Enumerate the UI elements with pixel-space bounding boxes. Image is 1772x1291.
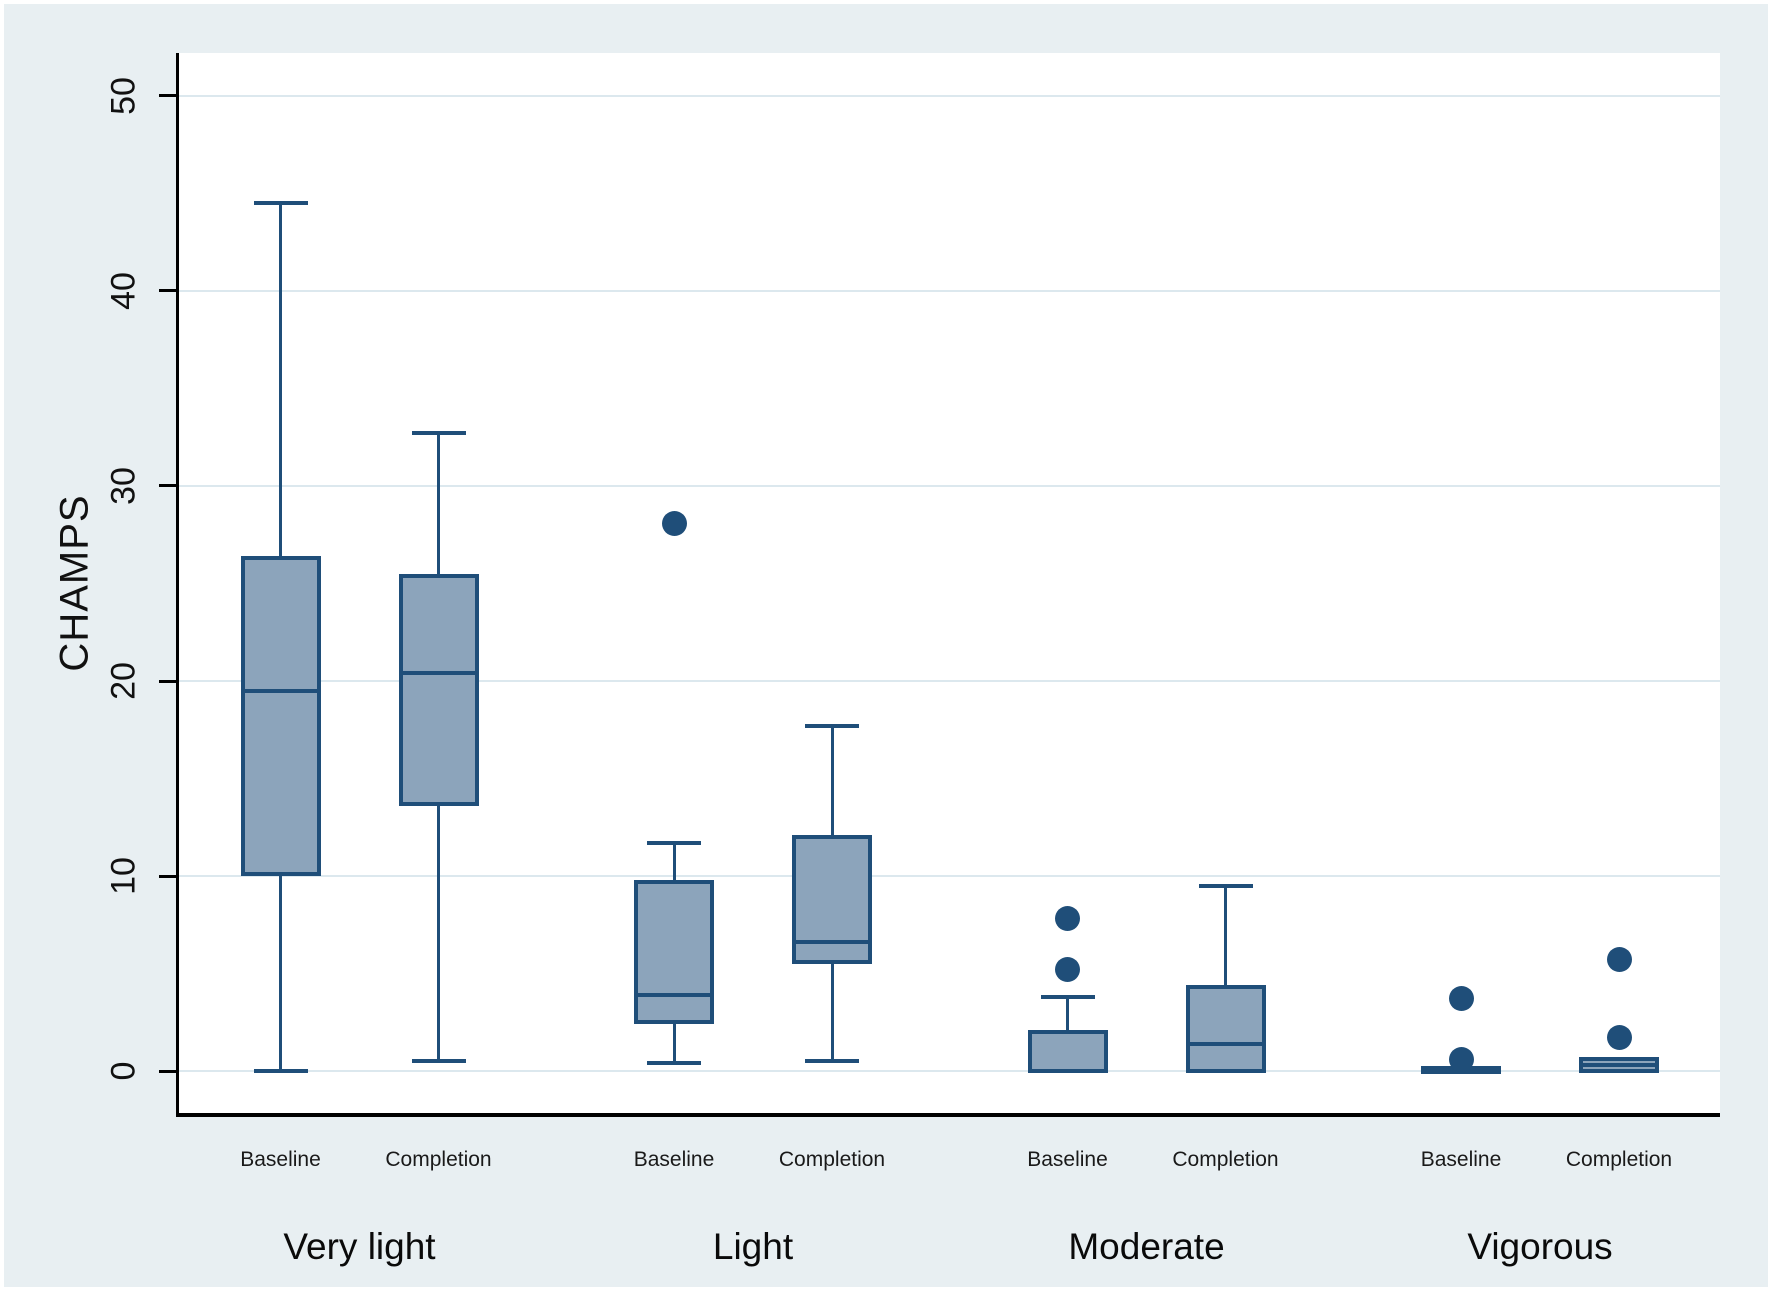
series-label-completion: Completion — [1172, 1148, 1279, 1171]
whisker-bottom — [830, 961, 834, 1062]
y-tick-20 — [159, 679, 179, 683]
outlier-point — [661, 510, 687, 536]
whisker-top — [1066, 996, 1069, 1033]
series-label-baseline: Baseline — [1420, 1148, 1502, 1171]
whisker-top — [1224, 885, 1227, 988]
whisker-bottom — [672, 1022, 676, 1064]
series-label-completion: Completion — [385, 1148, 492, 1171]
whisker-top-cap — [1198, 883, 1253, 888]
whisker-bottom-cap — [411, 1059, 466, 1064]
whisker-top-cap — [411, 431, 466, 436]
outlier-point — [1606, 947, 1632, 973]
box-light-baseline — [634, 879, 714, 1025]
gridline-40 — [179, 289, 1720, 292]
group-label-moderate: Moderate — [1068, 1226, 1225, 1267]
box-moderate-baseline — [1027, 1030, 1108, 1074]
y-tick-50 — [159, 94, 179, 98]
group-label-light: Light — [712, 1226, 794, 1267]
whisker-top — [672, 842, 676, 882]
y-tick-label-30: 30 — [104, 467, 143, 505]
box-very-light-baseline — [240, 556, 321, 877]
y-tick-30 — [159, 484, 179, 488]
whisker-top-cap — [805, 723, 859, 728]
whisker-bottom-cap — [805, 1059, 859, 1064]
outlier-point — [1606, 1025, 1632, 1051]
whisker-top-cap — [253, 201, 308, 206]
whisker-top — [279, 203, 282, 559]
outlier-point — [1448, 986, 1474, 1012]
y-tick-label-40: 40 — [104, 272, 143, 310]
outlier-point — [1055, 906, 1080, 932]
y-tick-label-10: 10 — [104, 857, 143, 895]
whisker-top — [437, 433, 440, 576]
series-label-completion: Completion — [1565, 1148, 1673, 1171]
median-line — [1031, 1069, 1104, 1074]
median-line — [1583, 1063, 1655, 1068]
median-line — [402, 671, 475, 676]
median-line — [1189, 1041, 1262, 1046]
whisker-bottom — [279, 874, 282, 1072]
series-label-completion: Completion — [778, 1148, 886, 1171]
median-line — [796, 940, 868, 945]
group-label-very-light: Very light — [283, 1226, 436, 1267]
whisker-top-cap — [647, 840, 701, 845]
whisker-top-cap — [1040, 994, 1095, 999]
outlier-point — [1055, 957, 1080, 983]
series-label-baseline: Baseline — [633, 1148, 715, 1171]
y-axis-title: CHAMPS — [52, 494, 97, 672]
y-tick-40 — [159, 289, 179, 293]
gridline-30 — [179, 484, 1720, 487]
y-tick-label-20: 20 — [104, 662, 143, 700]
gridline-10 — [179, 875, 1720, 878]
box-very-light-completion — [398, 573, 479, 806]
gridline-0 — [179, 1070, 1720, 1073]
whisker-bottom-cap — [253, 1069, 308, 1074]
median-line — [244, 688, 317, 693]
median-line — [638, 993, 710, 997]
whisker-bottom-cap — [647, 1061, 701, 1066]
y-tick-label-0: 0 — [104, 1061, 143, 1081]
y-tick-10 — [159, 874, 179, 878]
y-tick-label-50: 50 — [104, 76, 143, 115]
whisker-bottom — [437, 803, 440, 1062]
x-axis-line — [176, 1113, 1720, 1117]
outlier-point — [1448, 1046, 1474, 1072]
gridline-50 — [179, 94, 1720, 97]
whisker-top — [830, 725, 834, 838]
y-axis-line — [176, 53, 179, 1115]
group-label-vigorous: Vigorous — [1467, 1226, 1613, 1267]
series-label-baseline: Baseline — [1027, 1148, 1108, 1171]
plot-area — [179, 53, 1720, 1113]
y-tick-0 — [159, 1069, 179, 1073]
box-moderate-completion — [1185, 985, 1266, 1074]
gridline-20 — [179, 680, 1720, 682]
series-label-baseline: Baseline — [240, 1148, 321, 1171]
box-light-completion — [792, 835, 872, 964]
